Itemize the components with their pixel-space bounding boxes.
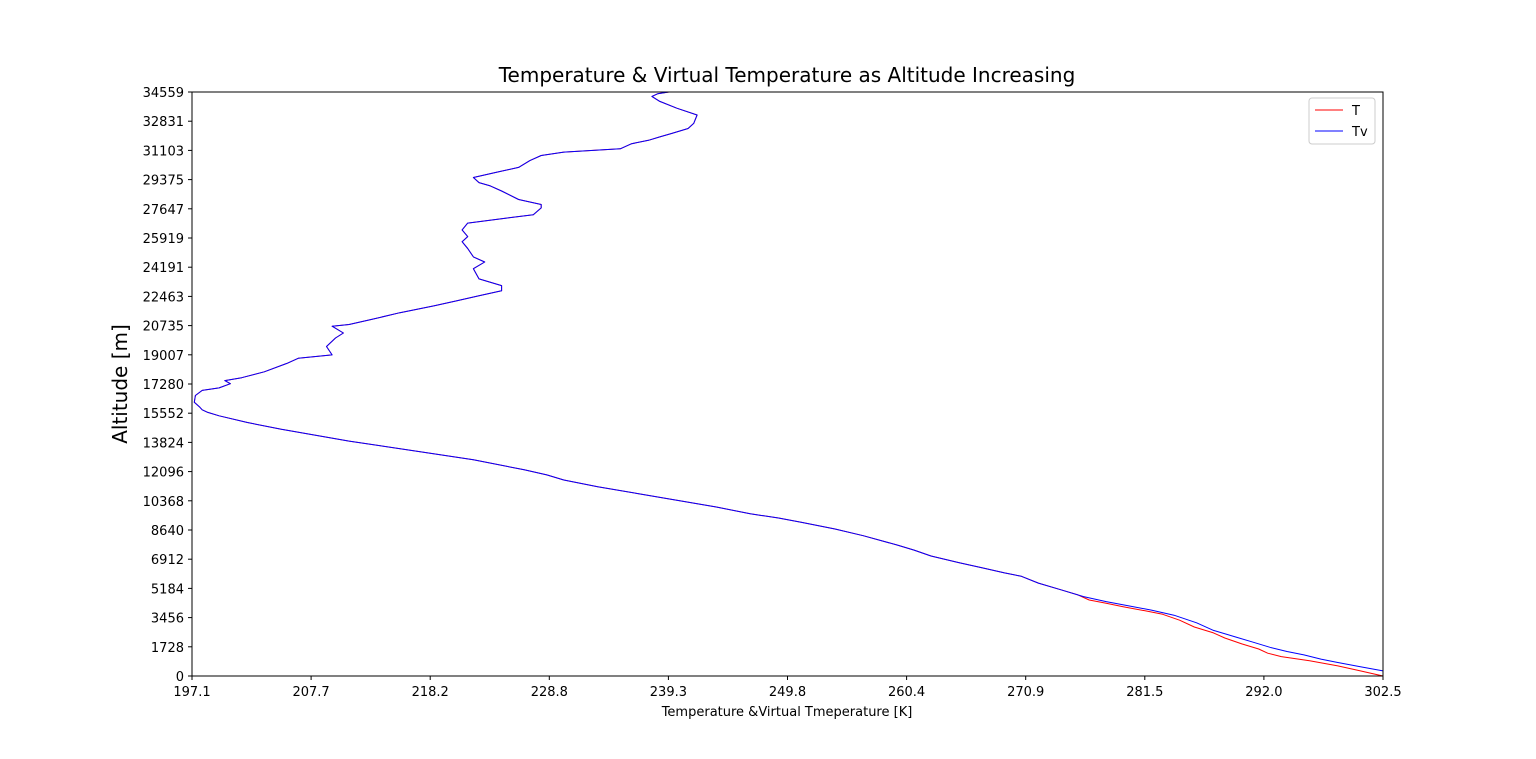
chart-title: Temperature & Virtual Temperature as Alt… [498, 63, 1076, 87]
x-tick-label: 239.3 [650, 685, 687, 700]
y-tick-label: 20735 [143, 320, 184, 335]
y-tick-label: 34559 [143, 86, 184, 101]
x-tick-label: 218.2 [412, 685, 449, 700]
x-axis-label: Temperature &Virtual Tmeperature [K] [661, 705, 913, 720]
y-tick-label: 8640 [151, 524, 184, 539]
x-tick-label: 197.1 [173, 685, 210, 700]
y-axis-ticks: 0 1728 3456 5184 6912 8640 10368 12096 13824 1555… [143, 86, 192, 685]
y-tick-label: 6912 [151, 553, 184, 568]
y-tick-label: 24191 [143, 261, 184, 276]
series-line-t [193, 91, 1384, 677]
y-tick-label: 15552 [143, 407, 184, 422]
y-tick-label: 12096 [143, 466, 184, 481]
x-tick-label: 281.5 [1126, 685, 1163, 700]
y-tick-label: 10368 [143, 495, 184, 510]
x-tick-label: 260.4 [888, 685, 925, 700]
x-axis-ticks: 197.1 207.7 218.2 228.8 239.3 249.8 260.4 270.9… [173, 676, 1402, 700]
y-tick-label: 3456 [151, 612, 184, 627]
x-tick-label: 270.9 [1007, 685, 1044, 700]
y-axis-label: Altitude [m] [108, 324, 132, 444]
legend-label-t: T [1351, 104, 1360, 119]
y-tick-label: 0 [176, 670, 184, 685]
y-tick-label: 31103 [143, 144, 184, 159]
legend-label-tv: Tv [1351, 125, 1368, 140]
y-tick-label: 27647 [143, 203, 184, 218]
y-tick-label: 1728 [151, 641, 184, 656]
y-tick-label: 19007 [143, 349, 184, 364]
y-tick-label: 22463 [143, 290, 184, 305]
x-tick-label: 302.5 [1364, 685, 1401, 700]
y-tick-label: 17280 [143, 378, 184, 393]
x-tick-label: 228.8 [531, 685, 568, 700]
x-tick-label: 249.8 [769, 685, 806, 700]
y-tick-label: 32831 [143, 115, 184, 130]
y-tick-label: 29375 [143, 174, 184, 189]
series-line-tv [193, 91, 1384, 672]
legend: T Tv [1308, 97, 1376, 145]
x-tick-label: 207.7 [292, 685, 329, 700]
y-tick-label: 25919 [143, 232, 184, 247]
y-tick-label: 5184 [151, 582, 184, 597]
series-layer [193, 91, 1384, 677]
plot-frame [191, 91, 1384, 677]
y-tick-label: 13824 [143, 436, 184, 451]
x-tick-label: 292.0 [1245, 685, 1282, 700]
